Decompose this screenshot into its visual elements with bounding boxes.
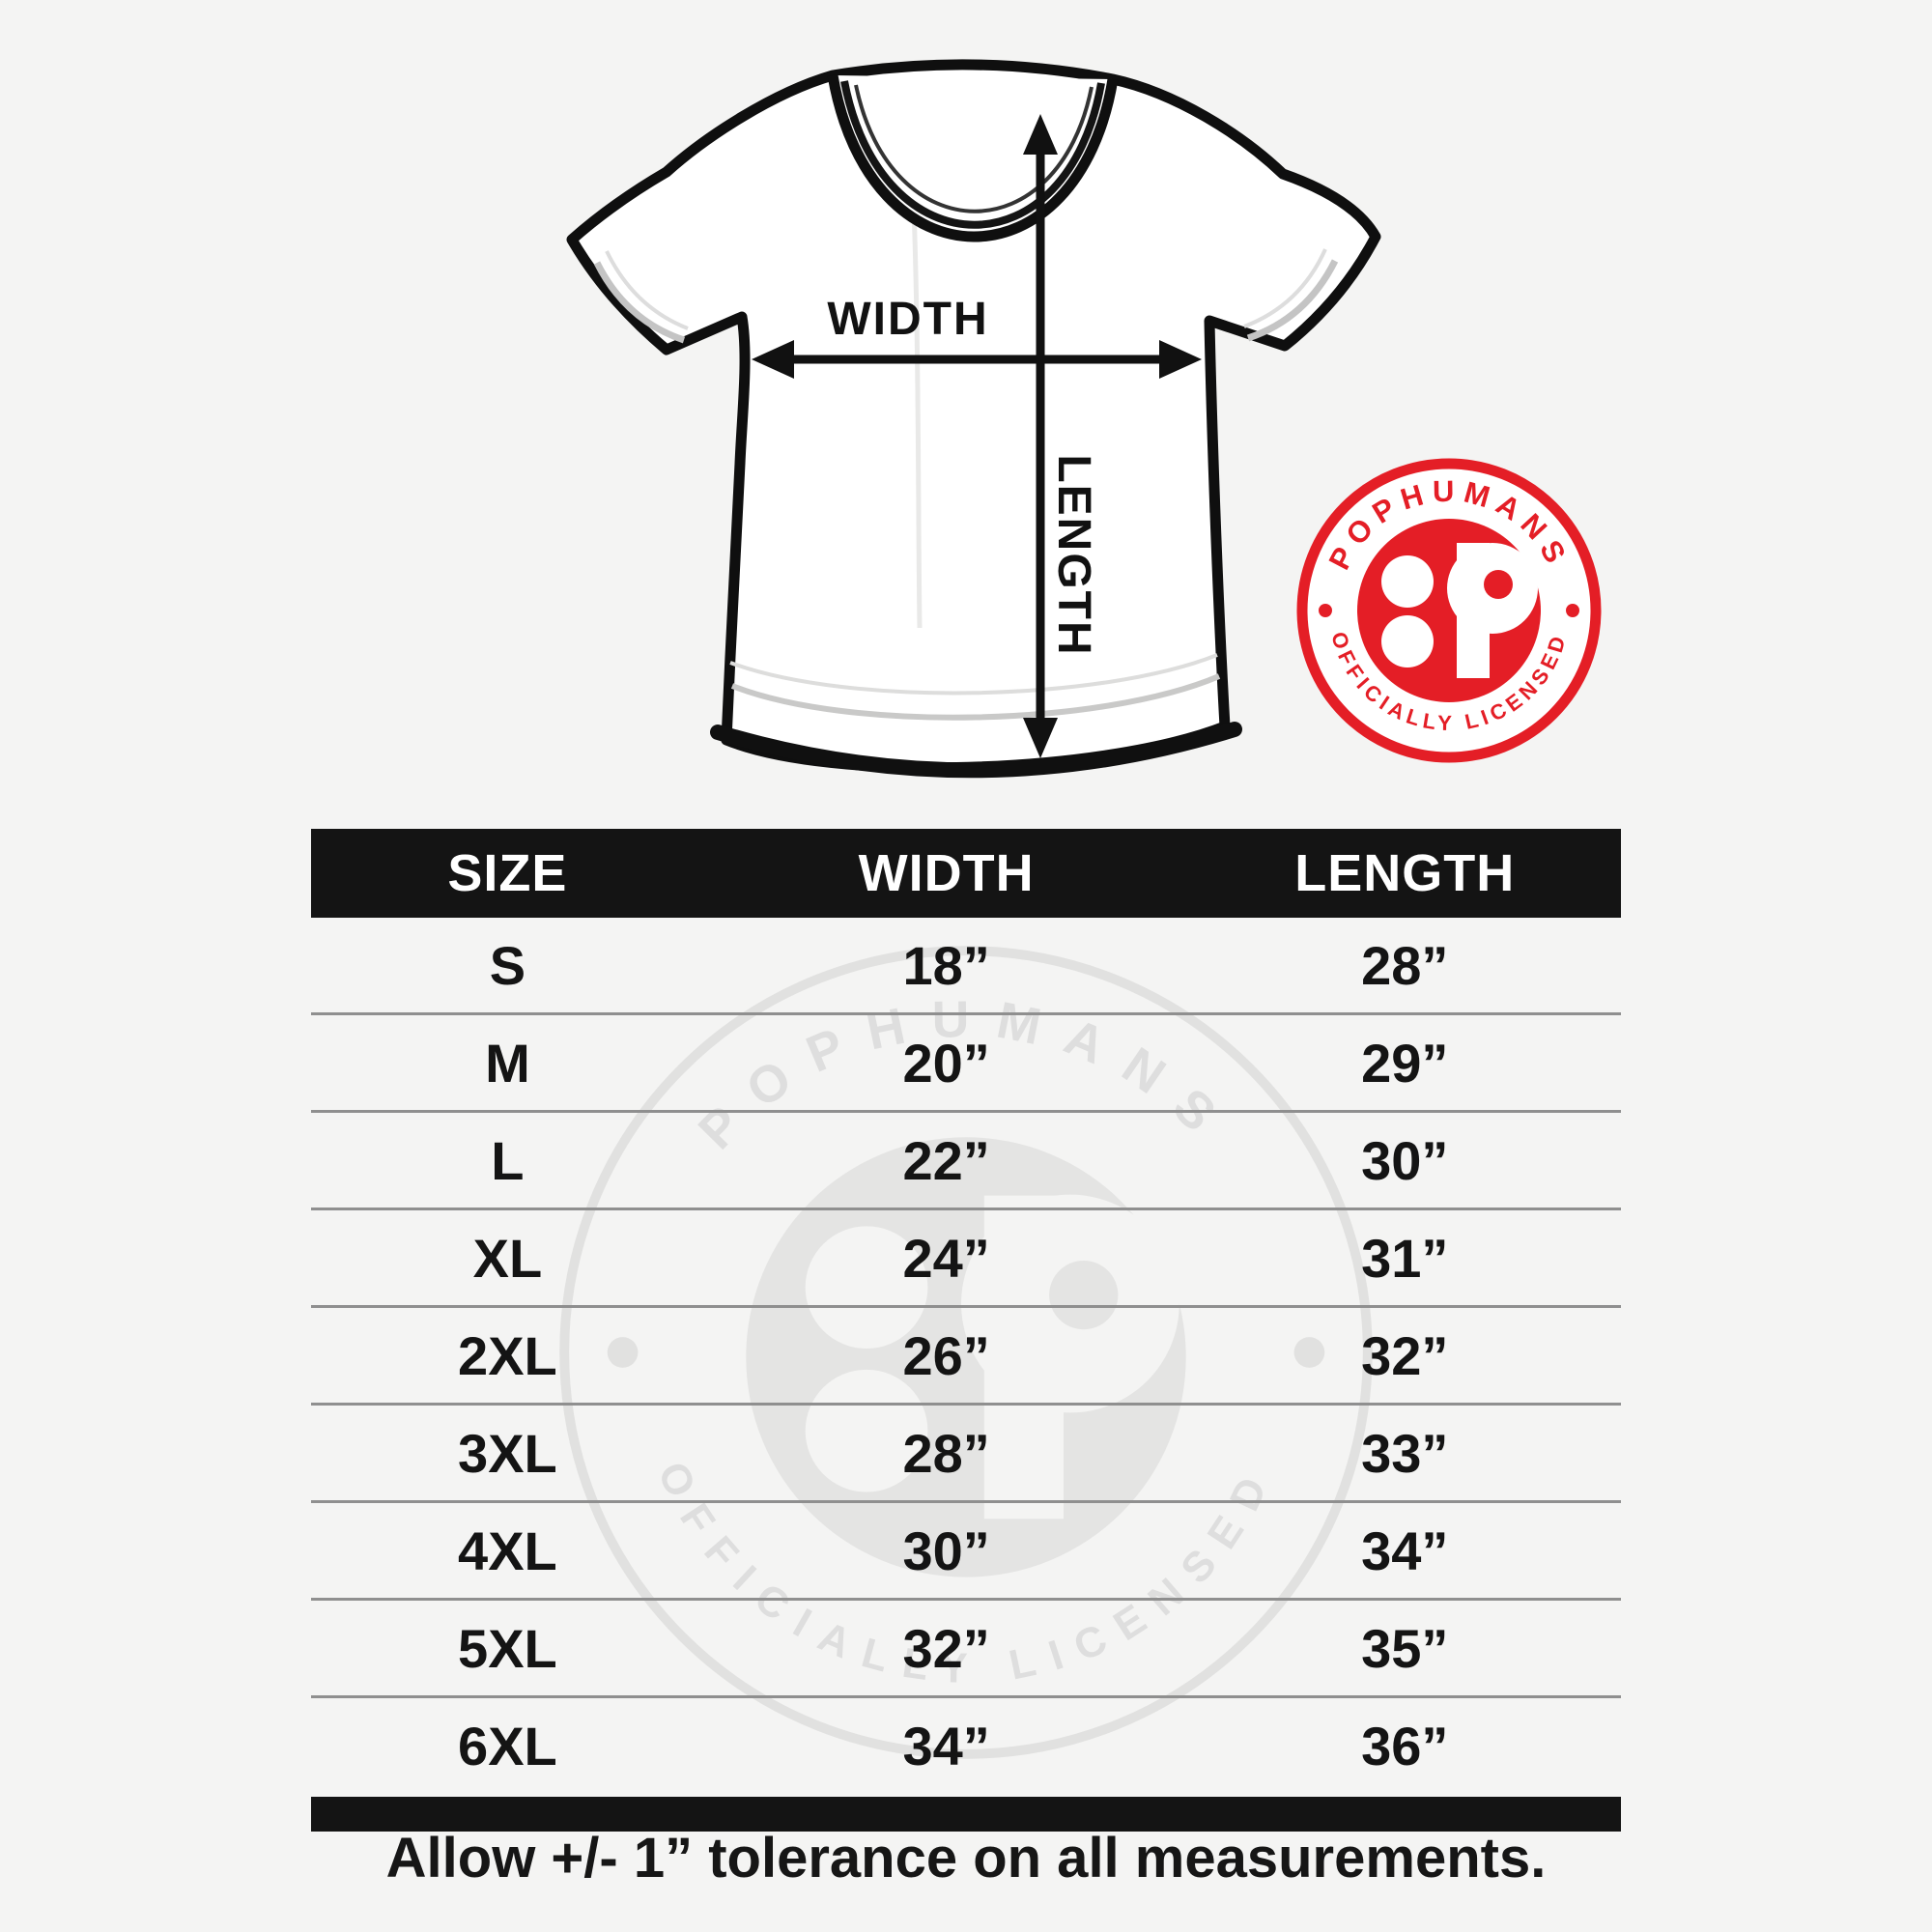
watermark-logo-disc [746, 1137, 1186, 1577]
table-row: M 20” 29” [311, 1012, 1621, 1110]
cell-length: 35” [1361, 1617, 1449, 1679]
cell-size: L [491, 1129, 525, 1191]
cell-length: 28” [1361, 934, 1449, 996]
badge-colon-dot-bottom [1381, 615, 1434, 668]
cell-width: 24” [902, 1227, 990, 1289]
cell-length: 32” [1361, 1324, 1449, 1386]
badge-colon-dot-top [1381, 555, 1434, 608]
collar-inner [840, 80, 1105, 229]
cell-width: 32” [902, 1617, 990, 1679]
cell-length: 36” [1361, 1715, 1449, 1776]
badge-right-dot [1566, 604, 1579, 617]
left-cuff-shading-2 [605, 250, 689, 330]
watermark-right-dot [1293, 1337, 1325, 1368]
badge-logo-disc [1357, 519, 1541, 702]
watermark-colon-dot-top [805, 1226, 928, 1350]
cell-width: 22” [902, 1129, 990, 1191]
cell-size: XL [472, 1227, 543, 1289]
table-row: 6XL 34” 36” [311, 1695, 1621, 1793]
cell-length: 34” [1361, 1520, 1449, 1581]
table-row: S 18” 28” [311, 918, 1621, 1012]
watermark-outer-ring [559, 946, 1373, 1759]
width-arrow [752, 340, 1202, 379]
cell-size: M [485, 1032, 530, 1094]
watermark-stamp: POPHUMANS OFFICIALLY LICENSED [559, 946, 1373, 1759]
cell-size: 3XL [458, 1422, 557, 1484]
cell-width: 30” [902, 1520, 990, 1581]
cell-size: 2XL [458, 1324, 557, 1386]
table-row: L 22” 30” [311, 1110, 1621, 1208]
header-width: WIDTH [858, 844, 1035, 902]
cell-length: 31” [1361, 1227, 1449, 1289]
hem-shading-2 [729, 653, 1218, 696]
table-row: 2XL 26” 32” [311, 1305, 1621, 1403]
watermark-p-counter [1049, 1260, 1119, 1330]
cell-length: 29” [1361, 1032, 1449, 1094]
cell-width: 28” [902, 1422, 990, 1484]
size-chart-table: SIZE WIDTH LENGTH S 18” 28” M 20” 29” L … [311, 829, 1621, 1832]
watermark-colon-dot-bottom [805, 1369, 928, 1492]
badge-p-counter [1484, 570, 1513, 599]
right-cuff-shading-2 [1243, 248, 1327, 328]
size-chart-header-row: SIZE WIDTH LENGTH [311, 829, 1621, 918]
cell-width: 20” [902, 1032, 990, 1094]
cell-size: 4XL [458, 1520, 557, 1581]
header-length: LENGTH [1294, 844, 1516, 902]
width-label: WIDTH [827, 294, 988, 345]
header-size: SIZE [447, 844, 568, 902]
table-row: 5XL 32” 35” [311, 1598, 1621, 1695]
table-bottom-bar [311, 1797, 1621, 1832]
cell-length: 33” [1361, 1422, 1449, 1484]
cell-width: 18” [902, 934, 990, 996]
licensed-badge: POPHUMANS OFFICIALLY LICENSED [1296, 458, 1602, 763]
right-cuff-shading [1246, 259, 1339, 342]
cell-width: 34” [902, 1715, 990, 1776]
table-row: 4XL 30” 34” [311, 1500, 1621, 1598]
tolerance-note: Allow +/- 1” tolerance on all measuremen… [385, 1827, 1547, 1889]
hem-shading [730, 673, 1221, 721]
badge-left-dot [1319, 604, 1332, 617]
cell-size: 5XL [458, 1617, 557, 1679]
watermark-left-dot [607, 1337, 639, 1368]
tshirt-diagram: WIDTH LENGTH [566, 59, 1381, 779]
collar-ribbing [854, 84, 1094, 213]
table-row: XL 24” 31” [311, 1208, 1621, 1305]
cell-length: 30” [1361, 1129, 1449, 1191]
size-chart-body: S 18” 28” M 20” 29” L 22” 30” XL 24” 31”… [311, 918, 1621, 1793]
cell-width: 26” [902, 1324, 990, 1386]
left-cuff-shading [593, 261, 686, 344]
length-arrow [1023, 114, 1058, 758]
cell-size: S [489, 934, 526, 996]
cell-size: 6XL [458, 1715, 557, 1776]
table-row: 3XL 28” 33” [311, 1403, 1621, 1500]
hem-fold [710, 722, 1242, 779]
length-label: LENGTH [1048, 454, 1099, 656]
